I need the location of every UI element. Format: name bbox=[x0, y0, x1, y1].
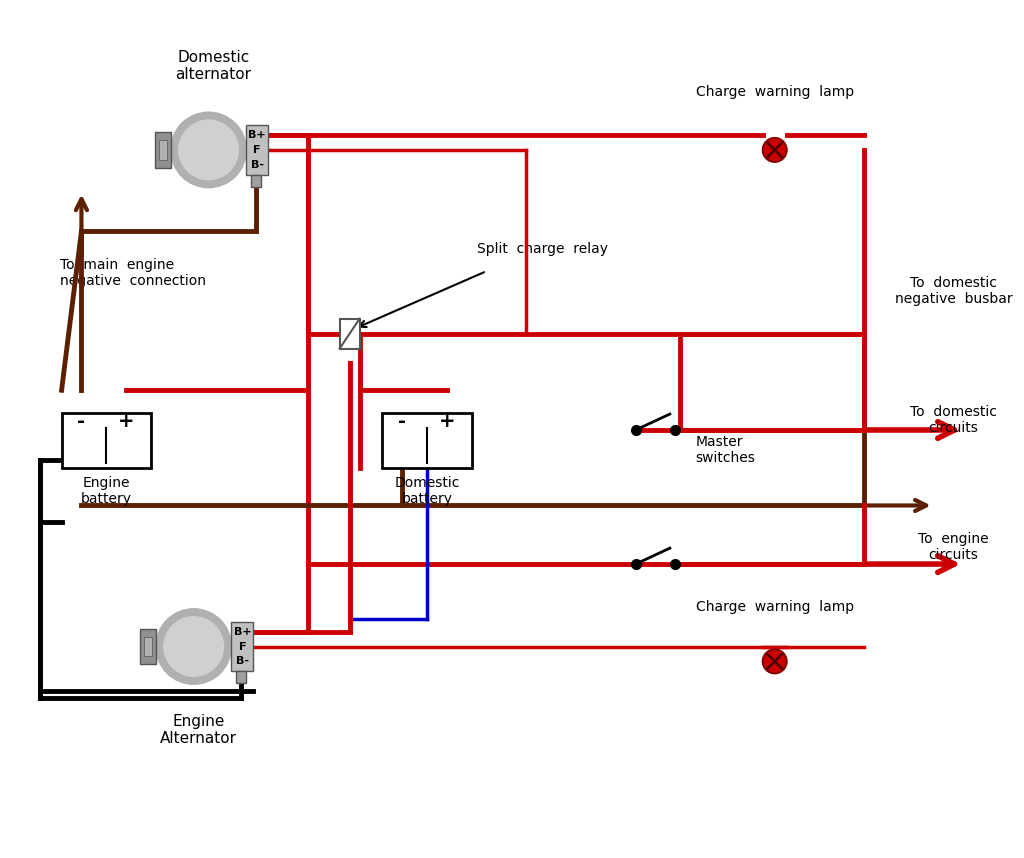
Bar bbox=[231, 622, 253, 671]
Text: To  domestic
negative  busbar: To domestic negative busbar bbox=[895, 275, 1013, 306]
Text: To  engine
circuits: To engine circuits bbox=[919, 532, 989, 562]
Circle shape bbox=[156, 609, 231, 684]
Bar bbox=[247, 125, 268, 175]
Text: -: - bbox=[398, 412, 407, 431]
Circle shape bbox=[171, 112, 247, 188]
Bar bbox=[155, 132, 171, 168]
Circle shape bbox=[763, 650, 786, 674]
Text: Master
switches: Master switches bbox=[695, 435, 755, 465]
Text: Charge  warning  lamp: Charge warning lamp bbox=[695, 600, 854, 613]
Bar bbox=[140, 629, 156, 664]
Bar bbox=[159, 140, 167, 160]
Text: To  domestic
circuits: To domestic circuits bbox=[910, 405, 997, 435]
Text: Split  charge  relay: Split charge relay bbox=[477, 242, 607, 257]
Text: Charge  warning  lamp: Charge warning lamp bbox=[695, 85, 854, 100]
Text: Domestic
alternator: Domestic alternator bbox=[175, 50, 252, 82]
Circle shape bbox=[179, 120, 239, 179]
Text: B+: B+ bbox=[249, 130, 266, 140]
Circle shape bbox=[763, 138, 786, 162]
Text: B-: B- bbox=[251, 160, 264, 170]
Text: +: + bbox=[438, 412, 456, 431]
Bar bbox=[237, 671, 247, 683]
Text: -: - bbox=[78, 412, 85, 431]
Text: +: + bbox=[118, 412, 134, 431]
Text: Engine
Alternator: Engine Alternator bbox=[160, 714, 238, 746]
Text: Engine
battery: Engine battery bbox=[81, 475, 132, 506]
Text: To  main  engine
negative  connection: To main engine negative connection bbox=[59, 258, 206, 288]
Text: F: F bbox=[254, 145, 261, 155]
Text: Domestic
battery: Domestic battery bbox=[394, 475, 460, 506]
Text: B+: B+ bbox=[233, 626, 251, 637]
Bar bbox=[144, 637, 152, 656]
Bar bbox=[340, 319, 359, 348]
Bar bbox=[251, 175, 261, 187]
Text: B-: B- bbox=[236, 656, 249, 667]
Bar bbox=[61, 413, 151, 468]
Circle shape bbox=[164, 617, 223, 676]
Bar bbox=[382, 413, 472, 468]
Text: F: F bbox=[239, 642, 246, 651]
